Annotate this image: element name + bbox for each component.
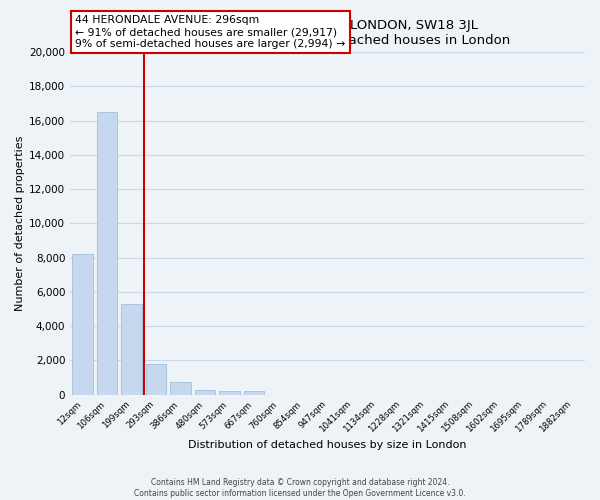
Y-axis label: Number of detached properties: Number of detached properties [15, 136, 25, 311]
Bar [97, 112, 118, 395]
Text: Contains HM Land Registry data © Crown copyright and database right 2024.
Contai: Contains HM Land Registry data © Crown c… [134, 478, 466, 498]
Bar [219, 391, 240, 394]
Bar [194, 390, 215, 394]
Bar [170, 382, 191, 394]
Bar [244, 391, 265, 394]
Bar [146, 364, 166, 394]
X-axis label: Distribution of detached houses by size in London: Distribution of detached houses by size … [188, 440, 467, 450]
Bar [72, 254, 93, 394]
Title: 44, HERONDALE AVENUE, LONDON, SW18 3JL
Size of property relative to detached hou: 44, HERONDALE AVENUE, LONDON, SW18 3JL S… [145, 18, 511, 46]
Bar [121, 304, 142, 394]
Text: 44 HERONDALE AVENUE: 296sqm
← 91% of detached houses are smaller (29,917)
9% of : 44 HERONDALE AVENUE: 296sqm ← 91% of det… [75, 16, 346, 48]
